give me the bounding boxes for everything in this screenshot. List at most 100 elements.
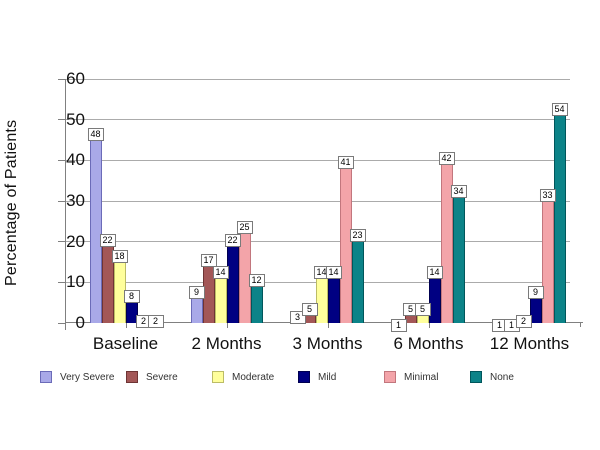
bar: 8 [123, 290, 140, 323]
bar-value-label: 34 [450, 185, 467, 198]
x-axis-label: Baseline [92, 334, 159, 353]
legend-swatch [384, 371, 396, 383]
legend: Very Severe Severe Moderate Mild Minimal None [40, 368, 580, 386]
bar: 22 [99, 234, 116, 323]
bar: 34 [450, 185, 467, 323]
bar-group: 48 22 18 8 2 2 [75, 79, 176, 328]
gridline [65, 119, 570, 121]
legend-item: Moderate [212, 371, 298, 383]
legend-label: Mild [318, 371, 337, 383]
legend-label: Severe [146, 371, 178, 383]
bar: 2 [515, 315, 532, 328]
gridline [65, 159, 570, 161]
legend-item: Very Severe [40, 371, 126, 383]
legend-swatch [126, 371, 138, 383]
y-axis-tick [58, 78, 65, 80]
legend-item: Severe [126, 371, 212, 383]
x-axis-labels: Baseline 2 Months 3 Months 6 Months 12 Month… [75, 334, 580, 358]
bar: 2 [147, 315, 164, 328]
legend-label: Moderate [232, 371, 275, 383]
bar-value-label: 23 [349, 229, 366, 242]
bar-value-label: 17 [200, 254, 217, 267]
x-axis-label: 12 Months [489, 334, 570, 353]
gridline [65, 200, 570, 202]
legend-label: None [490, 371, 514, 383]
bar-value-label: 22 [224, 234, 241, 247]
bar: 14 [212, 266, 229, 323]
y-tick-label: 40 [66, 150, 85, 170]
y-axis-tick [58, 281, 65, 283]
legend-item: Mild [298, 371, 384, 383]
legend-swatch [470, 371, 482, 383]
bar-value-label: 41 [337, 156, 354, 169]
bar-value-label: 2 [147, 315, 164, 328]
bar-groups: 48 22 18 8 2 2 9 17 14 22 25 12 3 5 14 14 41 23 1 5 5 14 42 34 1… [75, 79, 580, 332]
legend-item: Minimal [384, 371, 470, 383]
bar-value-label: 9 [188, 286, 205, 299]
x-category-tick [226, 323, 228, 328]
bar: 1 [390, 319, 407, 332]
bar-value-label: 5 [301, 303, 318, 316]
y-axis-tick [58, 200, 65, 202]
x-axis-label: 3 Months [292, 334, 363, 353]
x-axis-label: 2 Months [191, 334, 262, 353]
gridline [65, 78, 570, 80]
bar-value-label: 18 [111, 250, 128, 263]
bar-value-label: 2 [515, 315, 532, 328]
legend-swatch [298, 371, 310, 383]
bar-value-label: 14 [325, 266, 342, 279]
bar-group: 3 5 14 14 41 23 [277, 79, 378, 324]
bar-value-label: 5 [414, 303, 431, 316]
bar: 14 [325, 266, 342, 323]
bar-value-label: 54 [551, 103, 568, 116]
legend-label: Minimal [404, 371, 439, 383]
bar-value-label: 1 [390, 319, 407, 332]
bar-value-label: 42 [438, 152, 455, 165]
y-tick-label: 60 [66, 69, 85, 88]
bar-value-label: 9 [527, 286, 544, 299]
bar-value-label: 12 [248, 274, 265, 287]
y-axis-tick [58, 159, 65, 161]
y-tick-label: 20 [66, 231, 85, 251]
bar-value-label: 22 [99, 234, 116, 247]
bar-value-label: 25 [236, 221, 253, 234]
bar-group: 9 17 14 22 25 12 [176, 79, 277, 323]
x-axis-end-tick [580, 323, 581, 327]
gridline [65, 241, 570, 243]
y-tick-label: 30 [66, 191, 85, 210]
y-tick-label: 0 [75, 313, 85, 332]
y-axis-line [65, 79, 66, 330]
bar-value-label: 33 [539, 189, 556, 202]
bar: 9 [188, 286, 205, 323]
bar-value-label: 14 [426, 266, 443, 279]
bar: 33 [539, 189, 556, 323]
x-category-tick [428, 323, 430, 328]
bar: 5 [301, 303, 318, 323]
y-axis-title: Percentage of Patients [3, 119, 20, 286]
bar: 42 [438, 152, 455, 323]
x-category-tick [327, 323, 329, 328]
y-axis-tick [58, 241, 65, 243]
legend-swatch [40, 371, 52, 383]
bar: 23 [349, 229, 366, 323]
bar-value-label: 14 [212, 266, 229, 279]
bar: 54 [551, 103, 568, 323]
bar-value-label: 8 [123, 290, 140, 303]
y-axis-tick [58, 322, 65, 324]
y-tick-label: 10 [66, 272, 85, 292]
bar: 18 [111, 250, 128, 323]
x-axis-label: 6 Months [393, 334, 464, 353]
bar: 12 [248, 274, 265, 323]
legend-label: Very Severe [60, 371, 115, 383]
legend-item: None [470, 371, 556, 383]
y-axis-tick [58, 119, 65, 121]
bar: 9 [527, 286, 544, 323]
y-tick-label: 50 [66, 109, 85, 129]
bar-value-label: 48 [87, 128, 104, 141]
bar: 14 [426, 266, 443, 323]
bar-group: 1 1 2 9 33 54 [479, 79, 580, 332]
x-category-tick [125, 323, 127, 328]
bar: 48 [87, 128, 104, 323]
bar-group: 1 5 5 14 42 34 [378, 79, 479, 332]
